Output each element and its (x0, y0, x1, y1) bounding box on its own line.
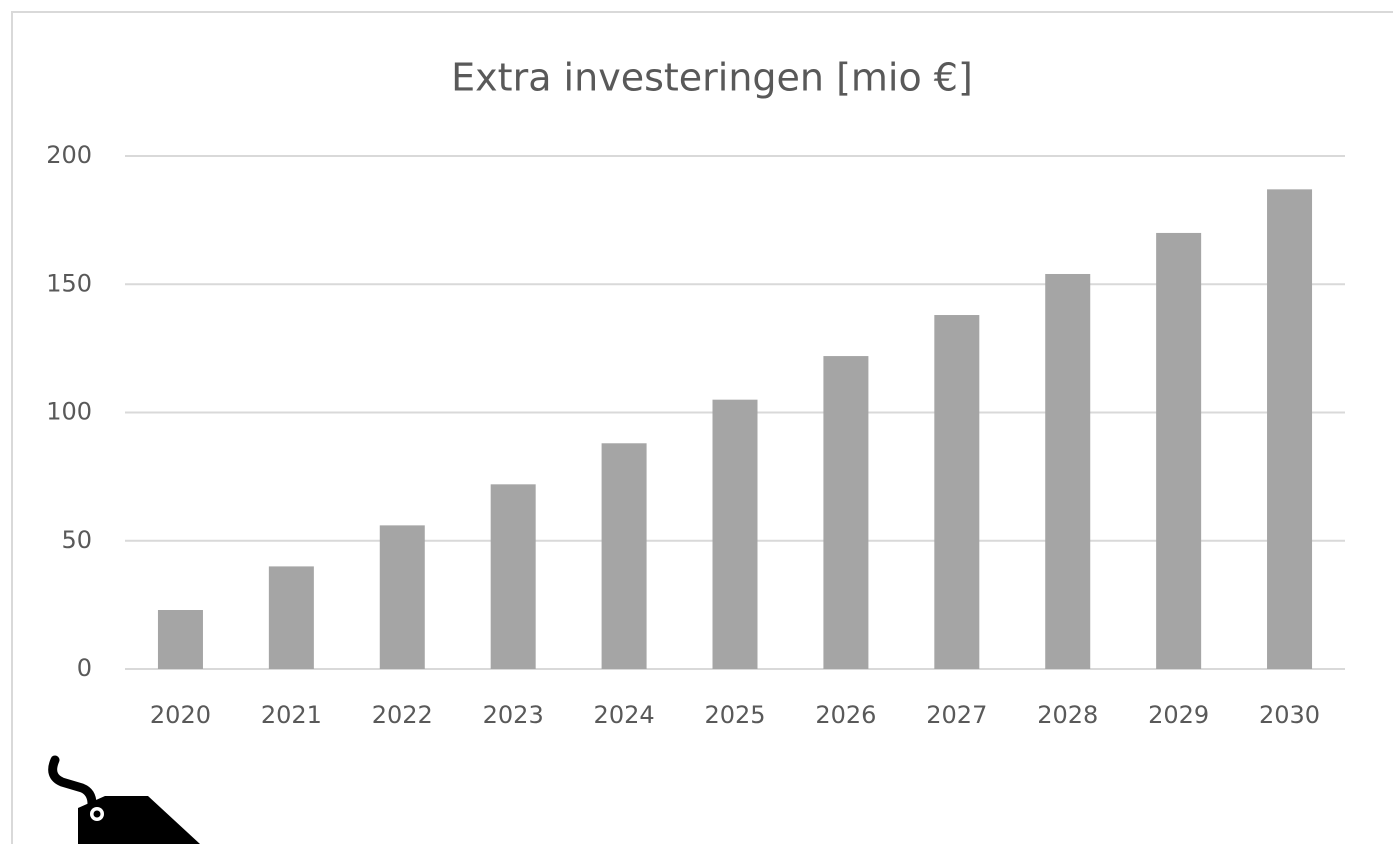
bar (712, 399, 758, 669)
x-tick-label: 2030 (1259, 701, 1320, 729)
x-tick-label: 2023 (483, 701, 544, 729)
bar (1156, 232, 1202, 669)
bar (1267, 189, 1313, 669)
y-tick-label: 0 (77, 654, 92, 682)
x-tick-label: 2022 (372, 701, 433, 729)
y-tick-label: 200 (46, 141, 92, 169)
bar (268, 566, 314, 669)
x-tick-label: 2028 (1037, 701, 1098, 729)
bar (1045, 273, 1091, 669)
x-tick-label: 2027 (926, 701, 987, 729)
bar (601, 443, 647, 669)
x-tick-label: 2020 (150, 701, 211, 729)
bar (823, 356, 869, 669)
y-tick-label: 50 (61, 526, 92, 554)
bar (934, 315, 980, 669)
chart-title: Extra investeringen [mio €] (451, 56, 973, 100)
x-tick-label: 2025 (704, 701, 765, 729)
bar (490, 484, 536, 669)
x-tick-label: 2029 (1148, 701, 1209, 729)
bar (379, 525, 425, 669)
x-tick-label: 2026 (815, 701, 876, 729)
tag-icon (48, 755, 200, 844)
x-tick-label: 2024 (594, 701, 655, 729)
bar (157, 610, 203, 669)
x-tick-label: 2021 (261, 701, 322, 729)
y-tick-label: 100 (46, 398, 92, 426)
y-tick-label: 150 (46, 269, 92, 297)
